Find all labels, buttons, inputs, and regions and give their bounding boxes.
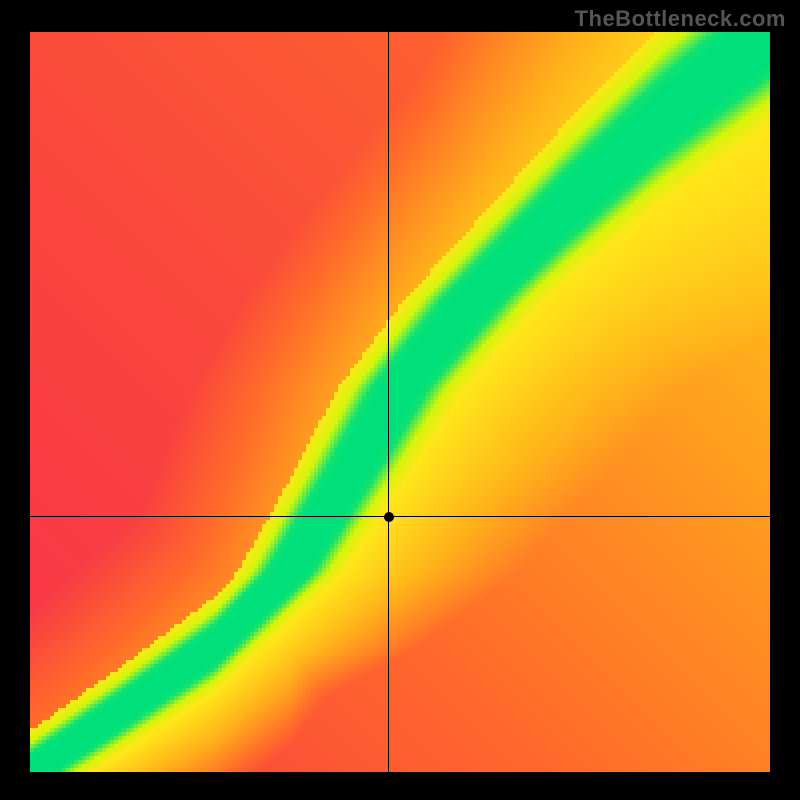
chart-container: TheBottleneck.com bbox=[0, 0, 800, 800]
crosshair-horizontal bbox=[30, 516, 770, 517]
watermark-text: TheBottleneck.com bbox=[575, 6, 786, 32]
crosshair-vertical bbox=[388, 32, 389, 772]
heatmap-canvas bbox=[30, 32, 770, 772]
marker-dot bbox=[384, 512, 394, 522]
